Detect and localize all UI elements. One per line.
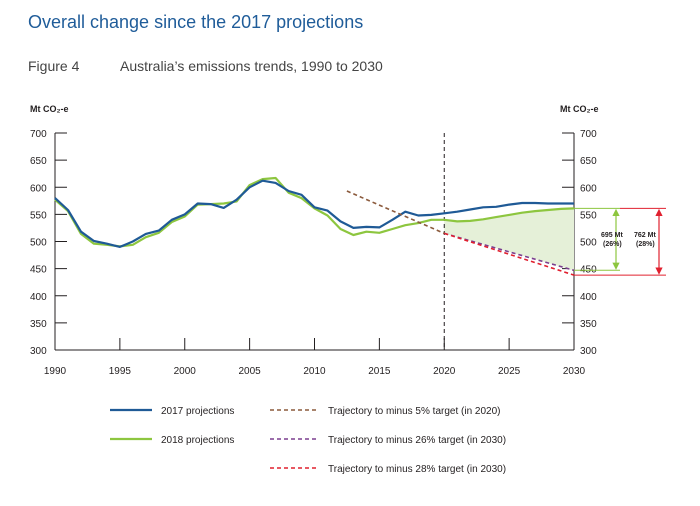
y-axis-unit-right: Mt CO₂-e bbox=[560, 104, 599, 114]
x-axis: 1990 1995 2000 2005 2010 2015 2020 2025 2030 bbox=[44, 338, 586, 377]
y-tick-label-left: 550 bbox=[30, 210, 47, 221]
x-tick-label: 2005 bbox=[239, 366, 262, 377]
y-tick-label-left: 500 bbox=[30, 238, 47, 249]
legend-label-traj5: Trajectory to minus 5% target (in 2020) bbox=[328, 406, 500, 417]
figure-title: Australia’s emissions trends, 1990 to 20… bbox=[120, 58, 383, 74]
series-traj5 bbox=[346, 190, 445, 235]
y-tick-label-left: 650 bbox=[30, 156, 47, 167]
y-tick-label-right: 400 bbox=[580, 292, 597, 303]
gap26-total: 695 Mt bbox=[601, 232, 623, 239]
x-tick-label: 1995 bbox=[109, 366, 132, 377]
y-tick-label-left: 300 bbox=[30, 346, 47, 357]
gap-annotations: 695 Mt (26%) 762 Mt (28%) bbox=[574, 207, 666, 276]
y-tick-label-right: 600 bbox=[580, 183, 597, 194]
gap28-pct: (28%) bbox=[636, 241, 655, 248]
y-tick-label-right: 700 bbox=[580, 129, 597, 140]
y-tick-label-right: 650 bbox=[580, 156, 597, 167]
y-tick-label-right: 550 bbox=[580, 210, 597, 221]
y-tick-label-right: 350 bbox=[580, 319, 597, 330]
x-tick-label: 2025 bbox=[498, 366, 521, 377]
y-tick-label-left: 400 bbox=[30, 292, 47, 303]
x-tick-label: 2020 bbox=[433, 366, 456, 377]
x-tick-label: 2010 bbox=[303, 366, 326, 377]
figure-label: Figure 4 bbox=[28, 58, 80, 74]
y-tick-label-left: 700 bbox=[30, 129, 47, 140]
legend: 2017 projections 2018 projections Trajec… bbox=[110, 406, 506, 475]
x-tick-label: 2015 bbox=[368, 366, 391, 377]
gap26-pct: (26%) bbox=[603, 241, 622, 248]
x-tick-label: 2000 bbox=[174, 366, 197, 377]
y-tick-label-left: 350 bbox=[30, 319, 47, 330]
x-tick-label: 2030 bbox=[563, 366, 586, 377]
legend-label-traj26: Trajectory to minus 26% target (in 2030) bbox=[328, 435, 506, 446]
y-tick-label-right: 300 bbox=[580, 346, 597, 357]
series-layer bbox=[54, 176, 575, 276]
page-title: Overall change since the 2017 projection… bbox=[28, 12, 364, 32]
legend-label-2017: 2017 projections bbox=[161, 406, 234, 417]
series-traj28 bbox=[444, 232, 575, 276]
y-tick-label-left: 600 bbox=[30, 183, 47, 194]
legend-label-2018: 2018 projections bbox=[161, 435, 234, 446]
y-tick-label-left: 450 bbox=[30, 265, 47, 276]
series-proj2017 bbox=[54, 179, 574, 248]
y-axis-unit-left: Mt CO₂-e bbox=[30, 104, 69, 114]
gap-area bbox=[444, 208, 574, 271]
legend-label-traj28: Trajectory to minus 28% target (in 2030) bbox=[328, 464, 506, 475]
y-tick-label-right: 500 bbox=[580, 238, 597, 249]
y-axis-left: 300 350 400 450 500 550 600 650 700 bbox=[30, 129, 67, 357]
x-tick-label: 1990 bbox=[44, 366, 67, 377]
gap28-total: 762 Mt bbox=[634, 232, 656, 239]
